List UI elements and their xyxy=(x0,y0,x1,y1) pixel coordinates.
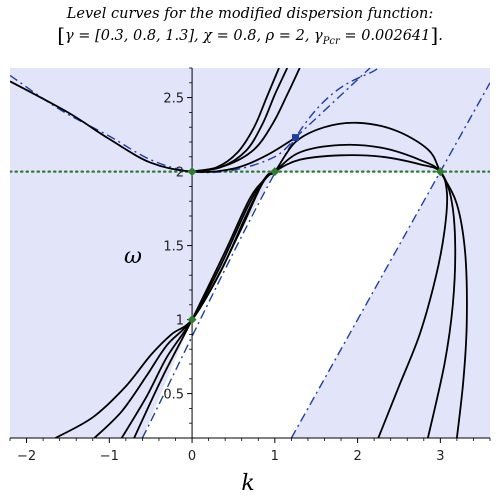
level-curve xyxy=(93,143,457,438)
asymptote-line xyxy=(290,82,490,438)
y-tick-label: 1.5 xyxy=(163,240,184,255)
asymptote-line xyxy=(10,74,296,174)
shaded-region-lower-left xyxy=(10,171,275,438)
y-tick-label: 1 xyxy=(176,314,184,329)
chi-symbol: χ xyxy=(203,28,213,44)
gamma-symbol: γ xyxy=(65,28,74,44)
asymptote-line xyxy=(141,68,379,438)
y-axis-title: ω xyxy=(124,244,142,269)
gamma-pcr-value: 0.002641 xyxy=(361,28,431,44)
x-tick-label: −1 xyxy=(100,449,119,464)
x-axis-title: k xyxy=(241,471,254,496)
asymptote-layer xyxy=(10,68,490,438)
shaded-region-lower-right xyxy=(291,171,490,438)
gamma-value: [0.3, 0.8, 1.3] xyxy=(95,28,194,44)
level-curve xyxy=(133,170,276,438)
x-tick-label: 0 xyxy=(188,449,196,464)
marker-point xyxy=(187,315,197,325)
chart-title-params: [γ = [0.3, 0.8, 1.3], χ = 0.8, ρ = 2, γP… xyxy=(57,23,443,47)
gamma-pcr-symbol: γ xyxy=(314,28,323,44)
x-tick-label: 3 xyxy=(436,449,444,464)
x-tick-label: −2 xyxy=(17,449,36,464)
level-curve xyxy=(55,154,449,438)
gamma-pcr-subscript: Pcr xyxy=(322,35,340,47)
marker-layer xyxy=(187,134,445,325)
level-curve xyxy=(10,80,296,173)
rho-symbol: ρ xyxy=(265,28,275,44)
asymptote-line xyxy=(295,68,371,139)
shaded-region-upper xyxy=(10,68,490,172)
rho-value: 2 xyxy=(295,28,305,44)
x-tick-label: 1 xyxy=(271,449,279,464)
y-tick-label: 0.5 xyxy=(163,388,184,403)
marker-square xyxy=(292,134,300,142)
x-tick-label: 2 xyxy=(353,449,361,464)
marker-point xyxy=(187,167,197,177)
chart-title-line1: Level curves for the modified dispersion… xyxy=(66,6,434,22)
y-tick-label: 2.5 xyxy=(163,92,184,107)
chi-value: 0.8 xyxy=(233,28,257,44)
marker-point xyxy=(270,167,280,177)
shaded-region-layer xyxy=(10,68,490,438)
chart-title: Level curves for the modified dispersion… xyxy=(0,4,500,53)
level-curve xyxy=(191,68,301,173)
marker-point xyxy=(435,167,445,177)
y-tick-label: 2 xyxy=(176,166,184,181)
axes-layer: −2 −1 0 1 2 3 0.5 1 1.5 2 2.5 xyxy=(9,67,491,464)
